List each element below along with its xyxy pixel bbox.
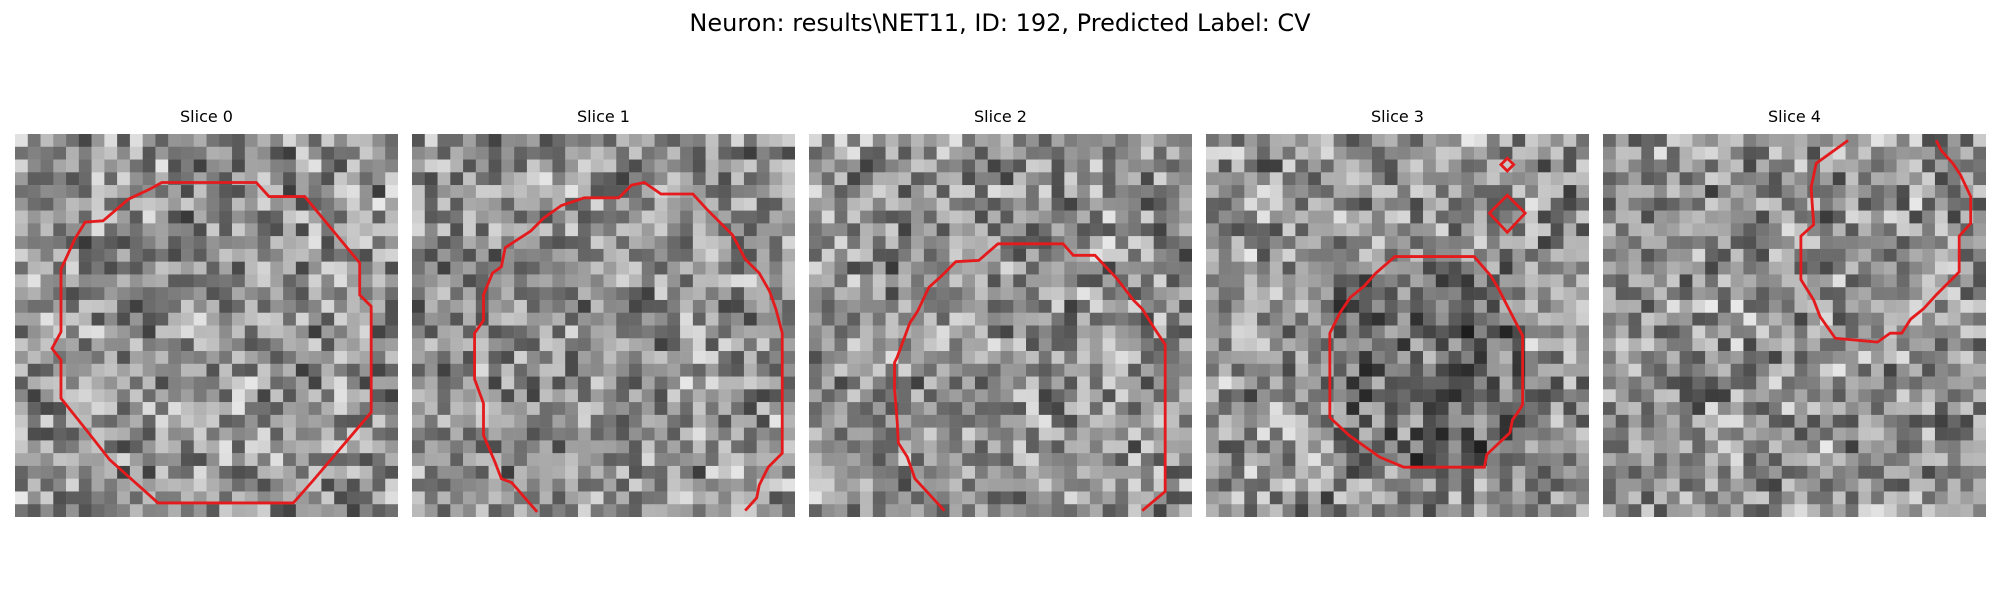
segmentation-outline — [1328, 255, 1525, 469]
slice-title: Slice 2 — [974, 107, 1027, 126]
figure-title: Neuron: results\NET11, ID: 192, Predicte… — [689, 9, 1311, 37]
segmentation-outline-small — [1487, 193, 1528, 235]
slice-title: Slice 3 — [1371, 107, 1424, 126]
slice-title: Slice 4 — [1768, 107, 1821, 126]
noise-texture — [412, 134, 795, 517]
segmentation-outline — [473, 181, 784, 513]
segmentation-outline-small — [1498, 156, 1516, 174]
slice-image — [809, 134, 1192, 517]
segmentation-outline — [50, 181, 373, 505]
noise-texture — [809, 134, 1192, 517]
segmentation-outline — [1799, 139, 1973, 344]
slice-image — [15, 134, 398, 517]
segmentation-outline — [893, 242, 1167, 512]
slice-title: Slice 1 — [577, 107, 630, 126]
noise-texture — [1603, 134, 1986, 517]
slice-image — [412, 134, 795, 517]
slice-image — [1603, 134, 1986, 517]
slice-image — [1206, 134, 1589, 517]
slice-title: Slice 0 — [180, 107, 233, 126]
noise-texture — [1206, 134, 1589, 517]
noise-texture — [15, 134, 398, 517]
